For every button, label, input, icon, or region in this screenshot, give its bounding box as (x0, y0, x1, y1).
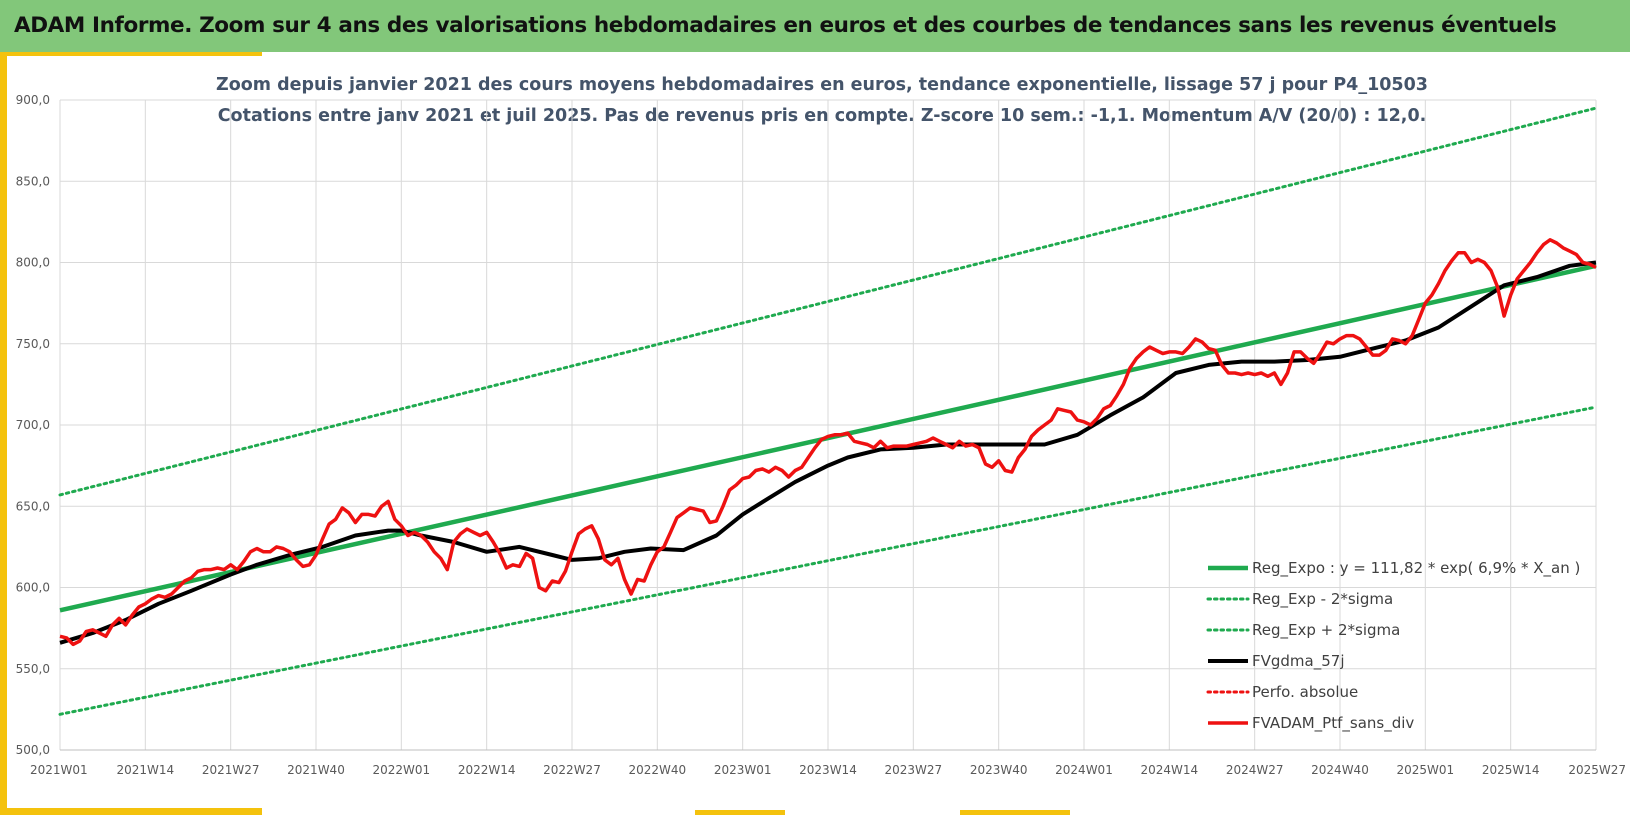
x-tick-label: 2024W27 (1226, 763, 1284, 777)
x-tick-label: 2025W01 (1396, 763, 1454, 777)
x-tick-label: 2022W27 (543, 763, 601, 777)
chart-title: Zoom depuis janvier 2021 des cours moyen… (216, 75, 1428, 95)
series-line-1 (58, 405, 1598, 716)
chart-axes: 500,0 550,0 600,0 650,0 700,0 750,0 800,0 850,0… (16, 93, 1626, 777)
y-tick-label: 800,0 (16, 256, 50, 270)
frame-bottom-accent (0, 808, 262, 815)
x-tick-label: 2023W27 (884, 763, 942, 777)
x-tick-label: 2023W01 (714, 763, 772, 777)
legend-label-5: FVADAM_Ptf_sans_div (1252, 714, 1414, 733)
y-tick-label: 750,0 (16, 337, 50, 351)
y-tick-label: 850,0 (16, 174, 50, 188)
page-title: ADAM Informe. Zoom sur 4 ans des valoris… (14, 13, 1557, 38)
legend-label-0: Reg_Expo : y = 111,82 * exp( 6,9% * X_an… (1252, 559, 1580, 578)
frame-bottom-accent-3 (960, 810, 1070, 815)
series-line-3 (59, 260, 1597, 645)
header-bar: ADAM Informe. Zoom sur 4 ans des valoris… (0, 0, 1630, 52)
y-tick-label: 650,0 (16, 499, 50, 513)
x-tick-label: 2023W14 (799, 763, 857, 777)
legend-label-4: Perfo. absolue (1252, 683, 1358, 701)
x-tick-label: 2024W14 (1140, 763, 1198, 777)
x-tick-label: 2021W27 (202, 763, 260, 777)
x-tick-label: 2021W14 (116, 763, 174, 777)
chart-subtitle: Cotations entre janv 2021 et juil 2025. … (218, 106, 1427, 126)
y-tick-label: 500,0 (16, 743, 50, 757)
y-tick-label: 600,0 (16, 581, 50, 595)
frame-left-border (0, 52, 7, 815)
y-tick-label: 550,0 (16, 662, 50, 676)
x-tick-label: 2021W40 (287, 763, 345, 777)
frame-top-accent (0, 52, 262, 56)
y-tick-label: 900,0 (16, 93, 50, 107)
series-line-5 (59, 238, 1597, 647)
legend-label-2: Reg_Exp + 2*sigma (1252, 621, 1400, 640)
x-tick-label: 2022W14 (458, 763, 516, 777)
x-tick-label: 2025W27 (1568, 763, 1626, 777)
x-tick-label: 2022W01 (372, 763, 430, 777)
x-tick-label: 2025W14 (1482, 763, 1540, 777)
chart-legend: Reg_Expo : y = 111,82 * exp( 6,9% * X_an… (1206, 559, 1580, 733)
frame-bottom-accent-2 (695, 810, 785, 815)
x-tick-label: 2023W40 (970, 763, 1028, 777)
chart-grid (59, 99, 1597, 751)
legend-label-1: Reg_Exp - 2*sigma (1252, 590, 1393, 609)
x-tick-label: 2024W40 (1311, 763, 1369, 777)
x-tick-label: 2024W01 (1055, 763, 1113, 777)
x-tick-label: 2022W40 (628, 763, 686, 777)
chart-lines (58, 106, 1598, 716)
series-line-2 (58, 106, 1598, 497)
legend-label-3: FVgdma_57j (1252, 652, 1345, 671)
x-tick-label: 2021W01 (30, 763, 88, 777)
y-tick-label: 700,0 (16, 418, 50, 432)
